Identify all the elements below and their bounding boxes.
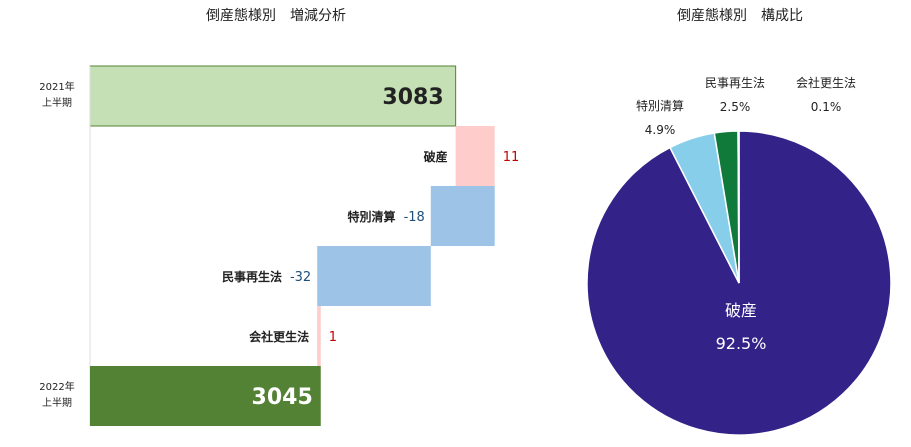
pie-slice <box>737 130 740 284</box>
end-period-line2: 上半期 <box>42 396 72 409</box>
waterfall-labels: 3083 破産 11 特別清算 -18 民事再生法 -32 会社更生法 1 3045 <box>222 85 519 410</box>
bar-step <box>317 306 321 366</box>
pie-label-value: 2.5% <box>720 100 751 114</box>
step-value-label: 1 <box>329 330 337 345</box>
start-period-line1: 2021年 <box>39 80 74 93</box>
pie-label-value: 0.1% <box>811 100 842 114</box>
pie-label-name: 特別清算 <box>636 98 684 113</box>
end-period-line1: 2022年 <box>39 380 74 393</box>
step-category-label: 民事再生法 <box>222 269 282 284</box>
pie-slices <box>586 130 892 436</box>
bar-step <box>430 186 495 246</box>
pie-title: 倒産態様別 構成比 <box>677 8 803 24</box>
bar-step <box>317 246 431 306</box>
waterfall-bars <box>89 65 495 426</box>
bar-step <box>455 126 495 186</box>
step-value-label: 11 <box>503 150 520 165</box>
waterfall-title: 倒産態様別 増減分析 <box>206 7 346 24</box>
bar-end-value: 3045 <box>252 385 313 410</box>
bar-start <box>89 65 457 127</box>
step-value-label: -18 <box>404 210 425 225</box>
pie-label-value: 92.5% <box>716 334 767 353</box>
start-period-line2: 上半期 <box>42 96 72 109</box>
step-category-label: 特別清算 <box>348 209 396 224</box>
step-category-label: 会社更生法 <box>249 329 309 344</box>
pie-chart: 倒産態様別 構成比 破産 92.5% 特別清算 4.9% 民事再生法 2.5% 会社更生法 0… <box>586 8 892 436</box>
step-value-label: -32 <box>290 270 311 285</box>
waterfall-chart: 倒産態様別 増減分析 2021年 上半期 2022年 上半期 3083 破産 11 特… <box>39 7 519 426</box>
bar-end <box>90 366 321 426</box>
pie-labels: 破産 92.5% 特別清算 4.9% 民事再生法 2.5% 会社更生法 0.1% <box>636 75 856 353</box>
step-category-label: 破産 <box>424 149 448 164</box>
pie-label-name: 民事再生法 <box>705 76 765 90</box>
pie-label-name: 破産 <box>725 301 757 320</box>
bar-start-value: 3083 <box>382 85 443 110</box>
pie-label-name: 会社更生法 <box>796 75 856 90</box>
pie-label-value: 4.9% <box>645 123 676 137</box>
